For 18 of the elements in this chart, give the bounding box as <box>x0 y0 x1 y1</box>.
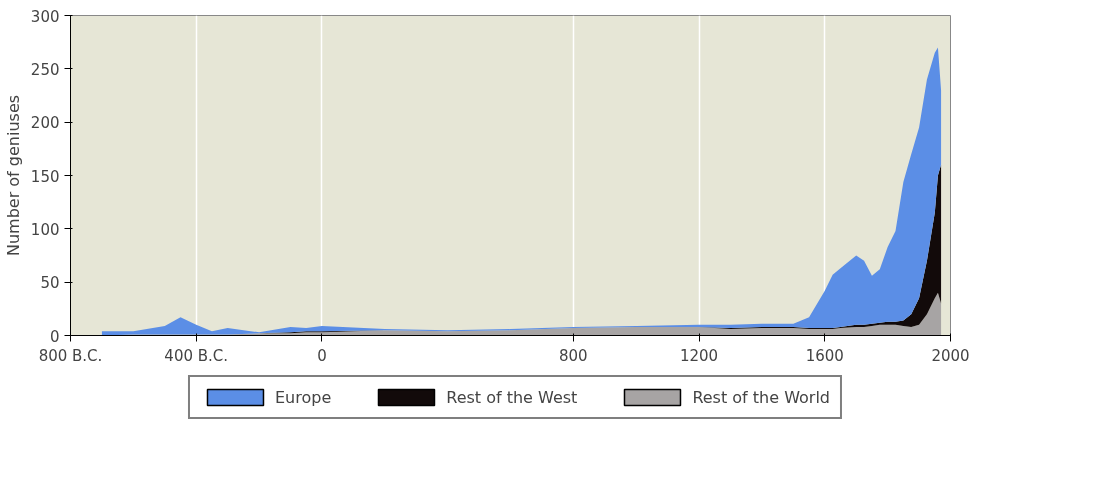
y-axis-title: Number of geniuses <box>3 94 23 257</box>
y-tick-label: 100 <box>30 220 60 239</box>
x-tick-label: 800 B.C. <box>38 346 103 365</box>
y-tick-label: 0 <box>49 327 60 346</box>
legend-label: Rest of the World <box>692 387 831 407</box>
legend-label: Europe <box>274 387 332 407</box>
y-tick-label: 250 <box>30 60 60 79</box>
x-tick-label: 800 <box>559 346 588 365</box>
x-tick-label: 1600 <box>805 346 844 365</box>
legend-label: Rest of the West <box>446 387 578 407</box>
x-tick-label: 2000 <box>931 346 970 365</box>
y-tick-label: 200 <box>30 114 60 133</box>
y-tick-label: 50 <box>40 274 60 293</box>
y-tick-label: 300 <box>30 7 60 26</box>
x-tick-label: 0 <box>317 346 327 365</box>
x-tick-label: 1200 <box>679 346 719 365</box>
x-tick-label: 400 B.C. <box>164 346 229 365</box>
y-tick-label: 150 <box>30 167 60 186</box>
